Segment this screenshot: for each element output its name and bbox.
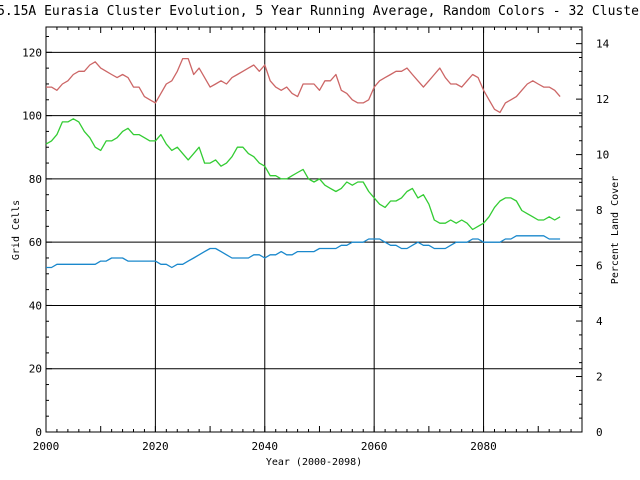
- gridlines: [46, 27, 582, 432]
- plot-area-frame: [45, 26, 583, 433]
- y-tick-label: 20: [29, 363, 42, 376]
- y2-tick-label: 4: [596, 315, 603, 328]
- x-tick-labels: 2000 2020 2040 2060 2080: [33, 440, 497, 453]
- y-tick-label: 40: [29, 299, 42, 312]
- x-tick-label: 2080: [470, 440, 497, 453]
- y-tick-label: 80: [29, 173, 42, 186]
- y2-tick-label: 2: [596, 371, 603, 384]
- x-axis-label: Year (2000-2098): [266, 457, 362, 468]
- y-tick-label: 0: [35, 426, 42, 439]
- y2-tick-label: 8: [596, 204, 603, 217]
- y2-tick-label: 0: [596, 426, 603, 439]
- y-tick-label: 100: [22, 110, 42, 123]
- y2-axis-label: Percent Land Cover: [610, 176, 621, 284]
- y-axis-label: Grid Cells: [11, 200, 22, 260]
- x-tick-label: 2040: [252, 440, 279, 453]
- y2-tick-label: 14: [596, 38, 610, 51]
- x-tick-label: 2000: [33, 440, 60, 453]
- y2-tick-labels: 0 2 4 6 8 10 12 14: [596, 38, 610, 439]
- x-tick-label: 2020: [142, 440, 169, 453]
- y-tick-label: 120: [22, 46, 42, 59]
- series-line-3: [46, 235, 561, 269]
- y2-tick-label: 6: [596, 260, 603, 273]
- series-lines: [45, 57, 561, 269]
- y-tick-labels: 0 20 40 60 80 100 120: [22, 46, 42, 439]
- x-tick-label: 2060: [361, 440, 388, 453]
- series-line-2: [45, 118, 561, 231]
- chart-title: B05.15A Eurasia Cluster Evolution, 5 Yea…: [0, 4, 640, 19]
- series-line-1: [46, 57, 561, 114]
- tick-marks: [45, 27, 583, 433]
- y2-tick-label: 12: [596, 93, 609, 106]
- y-tick-label: 60: [29, 236, 42, 249]
- y2-tick-label: 10: [596, 149, 609, 162]
